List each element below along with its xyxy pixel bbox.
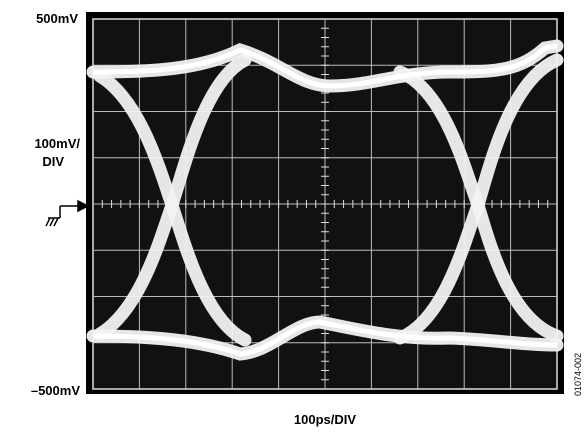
figure-id: 01074-002 [573, 353, 583, 396]
eye-diagram-figure: 500mV 100mV/ DIV –500mV 100ps/DIV 01074-… [0, 0, 587, 432]
ground-hatch [50, 218, 54, 226]
ground-symbol [46, 201, 88, 226]
ground-hatch [46, 218, 50, 226]
scale-label: DIV [42, 154, 64, 169]
time-scale-label: 100ps/DIV [294, 412, 356, 427]
top-voltage-label: 500mV [36, 11, 78, 26]
bottom-voltage-label: –500mV [31, 383, 80, 398]
ground-hatch [54, 218, 58, 226]
page: 500mV 100mV/ DIV –500mV 100ps/DIV 01074-… [0, 0, 587, 432]
scale-label: 100mV/ [34, 136, 80, 151]
